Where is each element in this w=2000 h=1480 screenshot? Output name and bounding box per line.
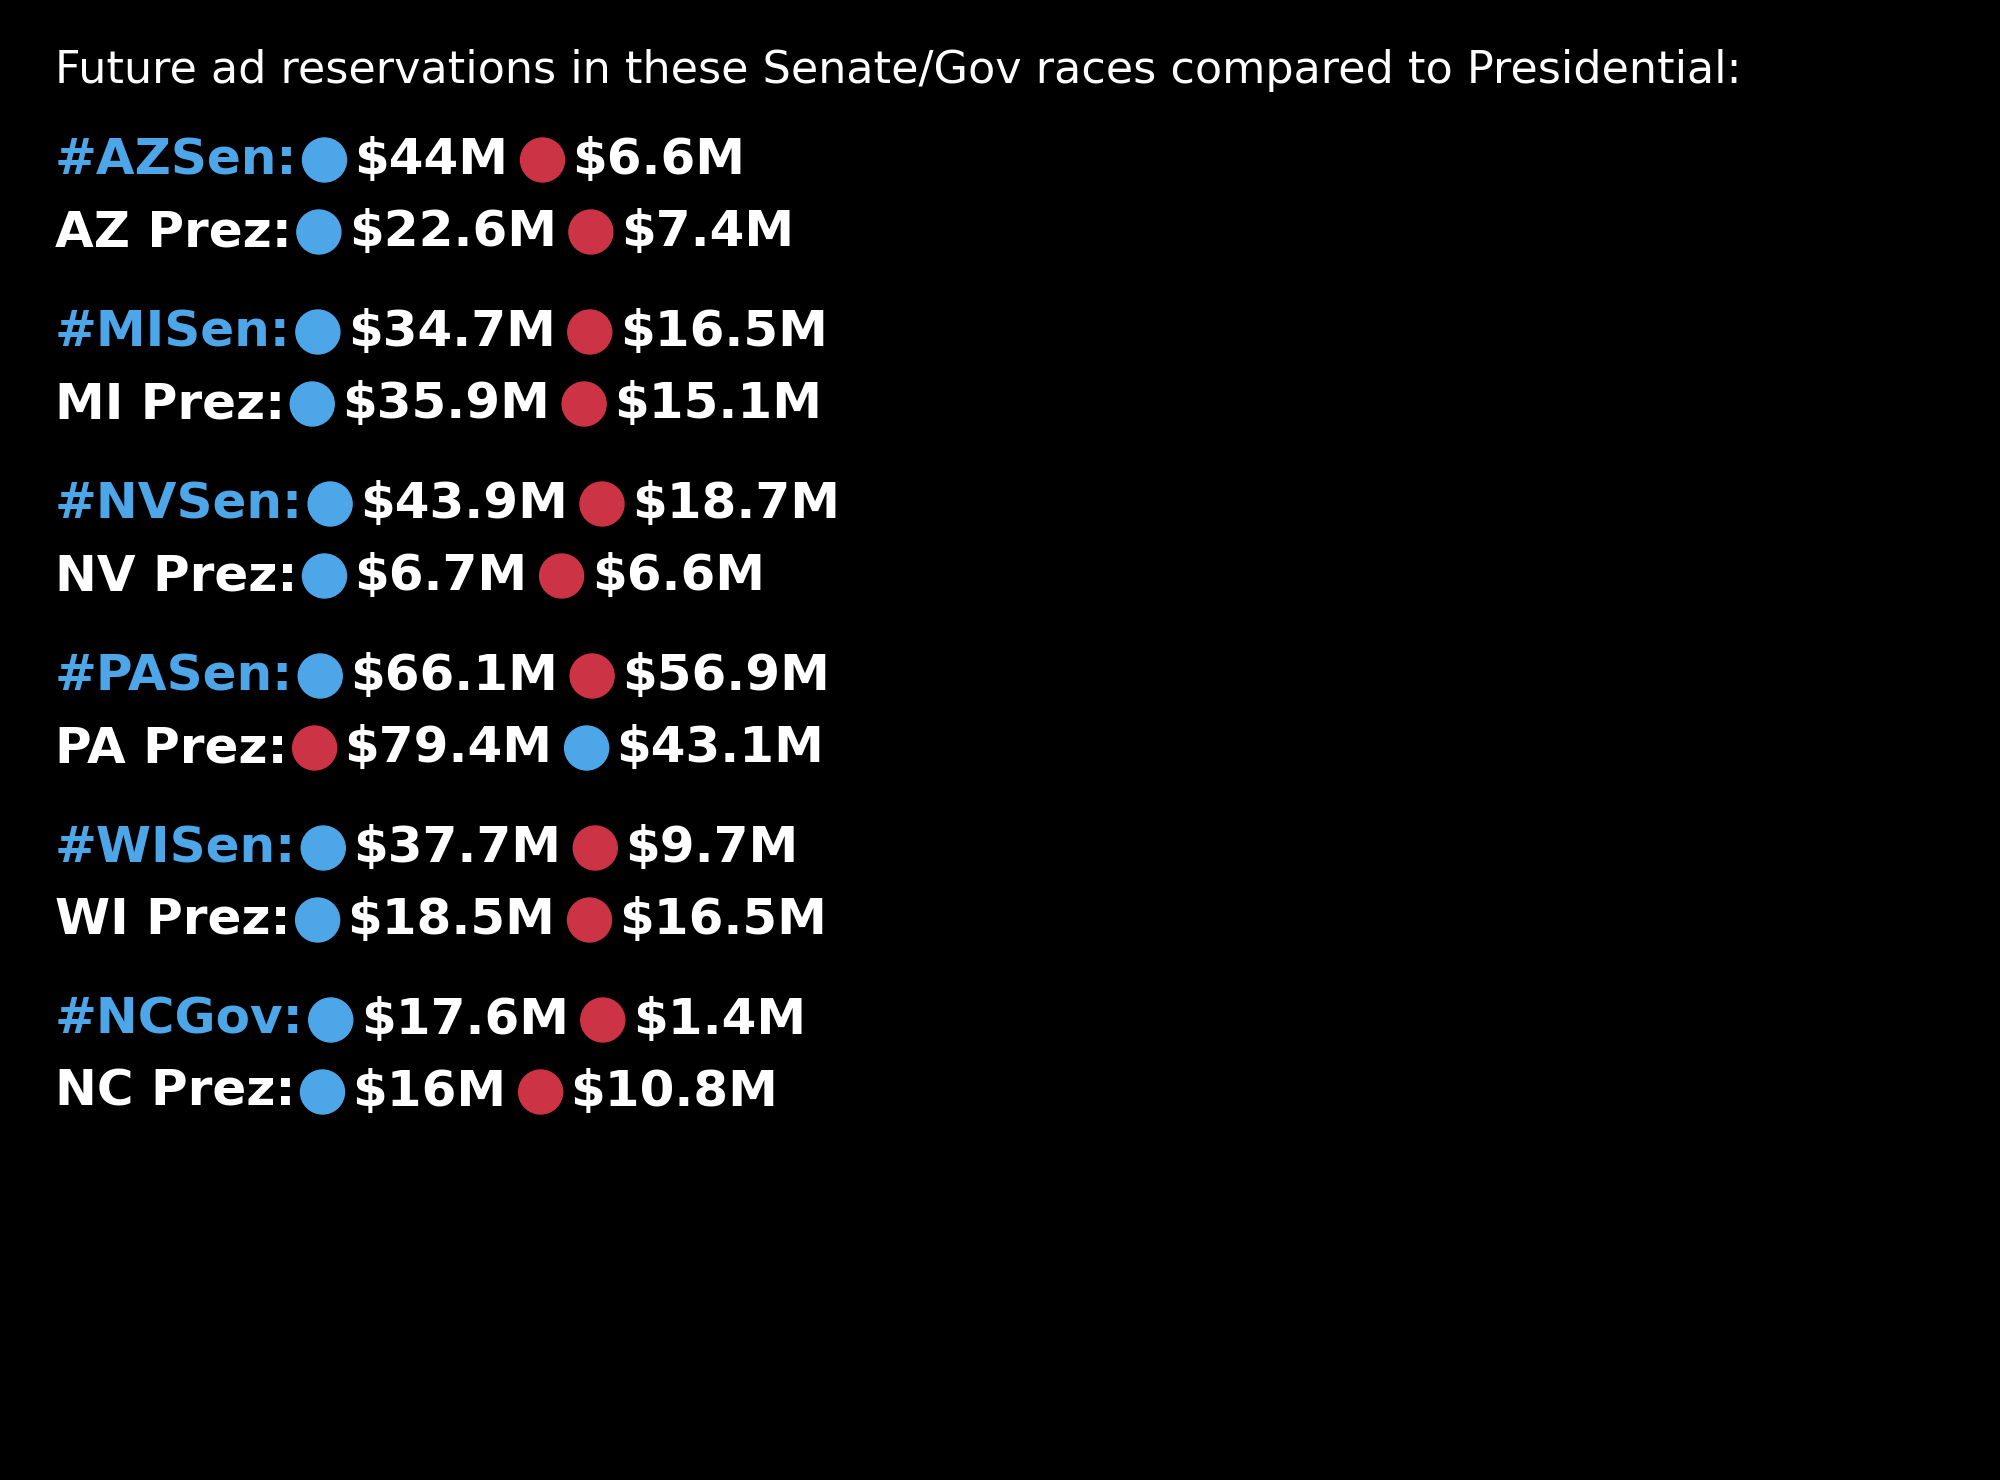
Text: $34.7M: $34.7M xyxy=(348,308,556,357)
Text: $43.9M: $43.9M xyxy=(360,480,568,528)
Text: $10.8M: $10.8M xyxy=(570,1069,778,1116)
Text: $1.4M: $1.4M xyxy=(632,996,806,1043)
Text: $79.4M: $79.4M xyxy=(344,724,552,773)
Text: NV Prez:: NV Prez: xyxy=(56,552,298,599)
Text: $17.6M: $17.6M xyxy=(360,996,568,1043)
Text: Future ad reservations in these Senate/Gov races compared to Presidential:: Future ad reservations in these Senate/G… xyxy=(56,49,1742,92)
Text: $6.7M: $6.7M xyxy=(354,552,528,599)
Text: #AZSen:: #AZSen: xyxy=(56,136,298,184)
Text: $35.9M: $35.9M xyxy=(342,380,550,428)
Text: $7.4M: $7.4M xyxy=(620,209,794,256)
Text: $18.7M: $18.7M xyxy=(632,480,840,528)
Text: #WISen:: #WISen: xyxy=(56,824,296,872)
Text: $43.1M: $43.1M xyxy=(616,724,824,773)
Text: $6.6M: $6.6M xyxy=(572,136,746,184)
Text: #MISen:: #MISen: xyxy=(56,308,290,357)
Text: $22.6M: $22.6M xyxy=(348,209,556,256)
Text: $16.5M: $16.5M xyxy=(620,308,828,357)
Text: $66.1M: $66.1M xyxy=(350,653,558,700)
Text: NC Prez:: NC Prez: xyxy=(56,1069,296,1116)
Text: #NCGov:: #NCGov: xyxy=(56,996,304,1043)
Text: $16.5M: $16.5M xyxy=(620,895,828,944)
Text: $44M: $44M xyxy=(354,136,508,184)
Text: $37.7M: $37.7M xyxy=(354,824,562,872)
Text: $16M: $16M xyxy=(352,1069,506,1116)
Text: $15.1M: $15.1M xyxy=(614,380,822,428)
Text: PA Prez:: PA Prez: xyxy=(56,724,288,773)
Text: WI Prez:: WI Prez: xyxy=(56,895,290,944)
Text: #PASen:: #PASen: xyxy=(56,653,294,700)
Text: $9.7M: $9.7M xyxy=(626,824,798,872)
Text: #NVSen:: #NVSen: xyxy=(56,480,304,528)
Text: AZ Prez:: AZ Prez: xyxy=(56,209,292,256)
Text: $56.9M: $56.9M xyxy=(622,653,830,700)
Text: $6.6M: $6.6M xyxy=(592,552,764,599)
Text: MI Prez:: MI Prez: xyxy=(56,380,286,428)
Text: $18.5M: $18.5M xyxy=(348,895,556,944)
